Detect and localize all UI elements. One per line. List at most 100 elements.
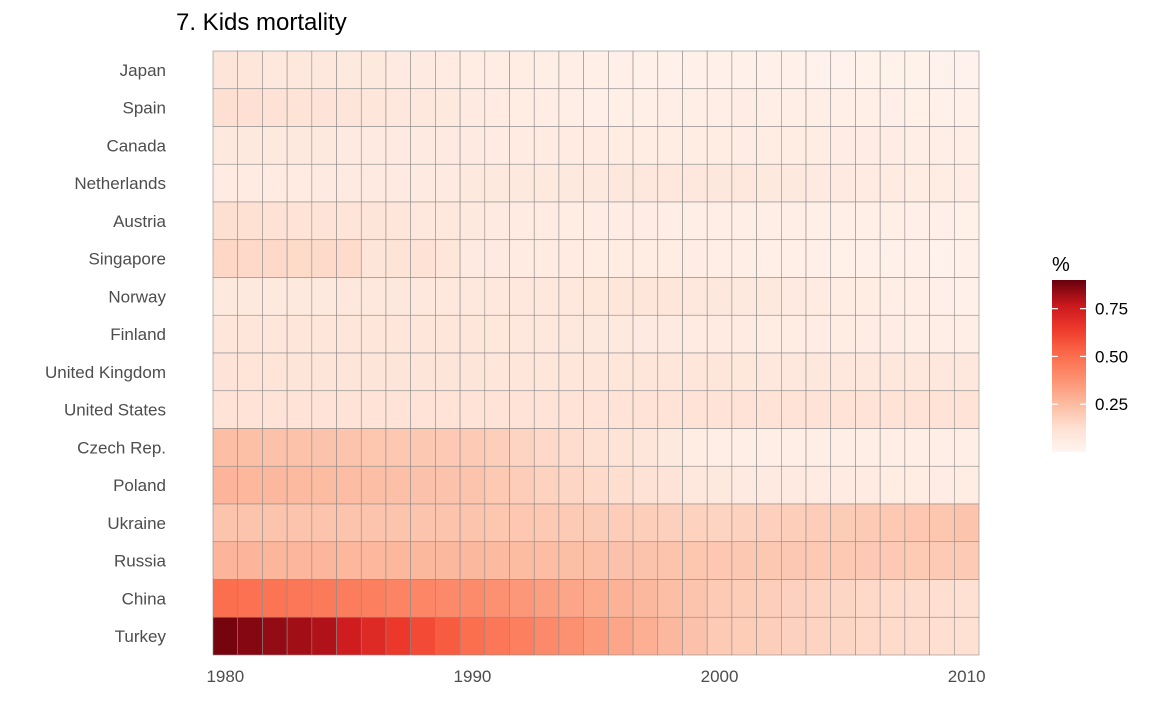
heatmap-cell	[262, 126, 288, 165]
heatmap-cell	[731, 503, 757, 543]
heatmap-cell	[953, 503, 980, 543]
heatmap-cell	[608, 579, 634, 618]
y-tick-label: Spain	[123, 99, 166, 118]
heatmap-cell	[336, 503, 362, 543]
heatmap-cell	[435, 503, 461, 543]
heatmap-cell	[929, 503, 955, 543]
heatmap-cell	[904, 428, 930, 467]
y-tick-label: Norway	[108, 287, 166, 306]
heatmap-cell	[879, 239, 906, 278]
heatmap-cell	[781, 50, 807, 90]
heatmap-cell	[731, 541, 757, 580]
heatmap-cell	[830, 239, 856, 278]
heatmap-cell	[805, 239, 832, 278]
heatmap-cell	[459, 277, 486, 316]
heatmap-cell	[311, 352, 337, 392]
heatmap-cell	[459, 50, 486, 90]
heatmap-cell	[706, 503, 733, 543]
heatmap-cell	[879, 428, 906, 467]
heatmap-cell	[657, 503, 683, 543]
heatmap-cell	[632, 201, 659, 241]
heatmap-cell	[484, 428, 510, 467]
heatmap-cell	[756, 503, 782, 543]
y-tick-label: Japan	[120, 61, 166, 80]
heatmap-cell	[682, 390, 708, 429]
heatmap-cell	[706, 50, 733, 90]
heatmap-cell	[336, 390, 362, 429]
heatmap-cell	[756, 126, 782, 165]
heatmap-cell	[731, 616, 757, 656]
heatmap-cell	[583, 163, 609, 203]
heatmap-cell	[410, 352, 436, 392]
heatmap-cell	[953, 126, 980, 165]
heatmap-cell	[509, 503, 535, 543]
heatmap-cell	[459, 239, 486, 278]
x-tick-label: 1990	[454, 667, 492, 686]
heatmap-cell	[509, 616, 535, 656]
heatmap-cell	[929, 201, 955, 241]
heatmap-cell	[583, 277, 609, 316]
heatmap-cell	[805, 579, 832, 618]
heatmap-cell	[781, 503, 807, 543]
heatmap-cell	[682, 352, 708, 392]
heatmap-cell	[385, 503, 411, 543]
heatmap-cell	[311, 465, 337, 505]
heatmap-cell	[855, 50, 881, 90]
heatmap-cell	[879, 50, 906, 90]
heatmap-cell	[830, 390, 856, 429]
heatmap-cell	[953, 541, 980, 580]
heatmap-cell	[410, 503, 436, 543]
y-tick-label: Russia	[114, 552, 167, 571]
heatmap-cell	[385, 314, 411, 354]
heatmap-cell	[435, 163, 461, 203]
heatmap-cell	[262, 465, 288, 505]
y-tick-label: Ukraine	[107, 514, 166, 533]
heatmap-cell	[558, 352, 584, 392]
heatmap-cell	[706, 239, 733, 278]
heatmap-cell	[484, 541, 510, 580]
y-tick-label: Poland	[113, 476, 166, 495]
heatmap-cell	[929, 88, 955, 127]
heatmap-cell	[286, 50, 313, 90]
heatmap-cell	[583, 579, 609, 618]
heatmap-cell	[929, 239, 955, 278]
heatmap-cell	[558, 503, 584, 543]
heatmap-cell	[731, 126, 757, 165]
heatmap-cell	[805, 352, 832, 392]
heatmap-cell	[385, 201, 411, 241]
heatmap-cell	[781, 390, 807, 429]
heatmap-cell	[830, 277, 856, 316]
heatmap-cell	[706, 201, 733, 241]
heatmap-cell	[879, 541, 906, 580]
heatmap-cell	[756, 277, 782, 316]
heatmap-cell	[410, 616, 436, 656]
heatmap-cell	[509, 465, 535, 505]
heatmap-cell	[583, 616, 609, 656]
heatmap-cell	[286, 541, 313, 580]
heatmap-cell	[262, 503, 288, 543]
heatmap-cell	[336, 126, 362, 165]
heatmap-cell	[212, 239, 239, 278]
heatmap-cell	[385, 390, 411, 429]
heatmap-cell	[237, 503, 263, 543]
heatmap-cell	[212, 201, 239, 241]
heatmap-cell	[682, 314, 708, 354]
heatmap-cell	[855, 390, 881, 429]
heatmap-cell	[311, 201, 337, 241]
heatmap-cell	[336, 352, 362, 392]
heatmap-cell	[484, 465, 510, 505]
heatmap-cell	[484, 314, 510, 354]
heatmap-cell	[953, 201, 980, 241]
heatmap-cell	[657, 390, 683, 429]
heatmap-cell	[583, 314, 609, 354]
heatmap-cell	[879, 503, 906, 543]
heatmap-cell	[657, 314, 683, 354]
heatmap-cell	[583, 201, 609, 241]
heatmap-cell	[904, 616, 930, 656]
heatmap-cell	[608, 50, 634, 90]
heatmap-cell	[805, 314, 832, 354]
heatmap-cell	[212, 428, 239, 467]
heatmap-cell	[533, 541, 560, 580]
heatmap-cell	[336, 579, 362, 618]
heatmap-cell	[360, 541, 387, 580]
